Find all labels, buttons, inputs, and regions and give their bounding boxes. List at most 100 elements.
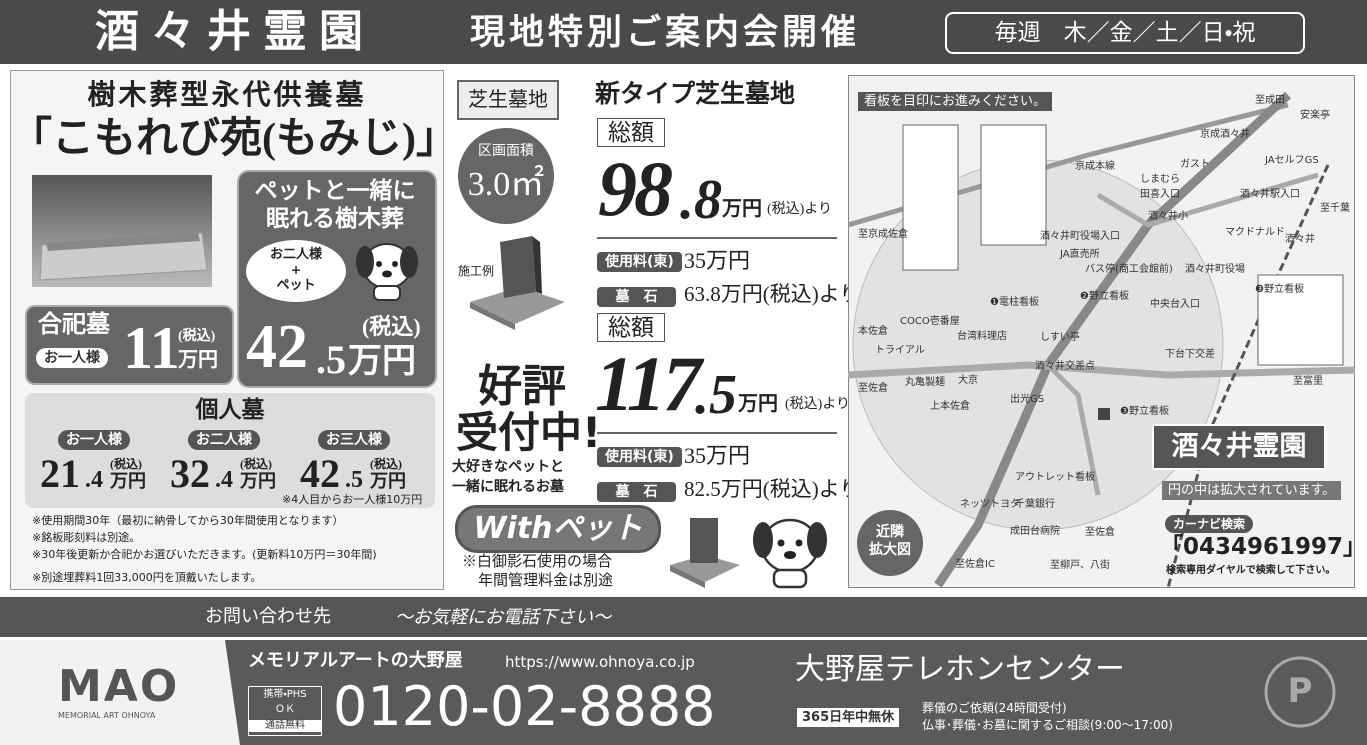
individual-note: ※4人目からお一人様10万円 xyxy=(282,493,423,506)
logo: MAO xyxy=(58,661,180,712)
pet-pet: ペット xyxy=(276,278,316,293)
plan-persons: お二人様 xyxy=(188,430,260,450)
plan-price: 42 xyxy=(300,451,340,496)
usage-label: 使用料(東) xyxy=(597,447,682,467)
map-label: 至千葉 xyxy=(1320,203,1350,214)
map-label: JAセルフGS xyxy=(1265,155,1319,166)
photo xyxy=(32,175,212,287)
pet-price: 42 xyxy=(246,313,308,381)
service-1: 葬儀のご依頼(24時間受付) xyxy=(922,701,1067,715)
phone: 0120-02-8888 xyxy=(333,675,716,738)
company: メモリアルアートの大野屋 xyxy=(248,650,463,671)
map-label: 至成田 xyxy=(1255,95,1285,106)
map-label: ガスト xyxy=(1180,159,1210,170)
popular-1: 好評 xyxy=(478,361,566,412)
joint-price: 11 xyxy=(123,315,180,381)
joint-label: 合祀墓 xyxy=(38,310,110,338)
product-name: 「こもれび苑(もみじ)」 xyxy=(10,116,458,162)
map-label: バス停(商工会館前) xyxy=(1085,264,1173,275)
product-heading: 樹木葬型永代供養墓 xyxy=(87,80,367,111)
map-label: 京成酒々井 xyxy=(1200,129,1250,140)
total-unit: 万円 xyxy=(722,198,762,220)
joint-box xyxy=(25,305,234,385)
map-label: 至柳戸、八街 xyxy=(1050,560,1110,571)
navi-note: 検索専用ダイヤルで検索して下さい。 xyxy=(1166,565,1336,576)
lawn-heading: 新タイプ芝生墓地 xyxy=(595,81,796,108)
phone-badge xyxy=(248,686,322,736)
contact-bar xyxy=(0,597,1367,637)
individual-title: 個人墓 xyxy=(195,397,265,422)
map-label: 下台下交差 xyxy=(1165,349,1215,360)
total-tax: (税込)より xyxy=(767,202,833,217)
map-label: 安楽亭 xyxy=(1300,110,1330,121)
total-label: 総額 xyxy=(597,313,665,342)
map-label: しすい亭 xyxy=(1040,332,1080,343)
tombstone xyxy=(470,236,565,330)
map-label: 至佐倉 xyxy=(1085,527,1115,538)
service-2: 仏事･葬儀･お墓に関するご相談(9:00〜17:00) xyxy=(922,718,1173,732)
total-price: 98 xyxy=(598,145,673,232)
dog-large xyxy=(753,518,827,589)
total-label: 総額 xyxy=(597,118,665,147)
map-label: 丸亀製麺 xyxy=(905,377,945,388)
header-title: 酒々井霊園 xyxy=(95,7,375,56)
usage-value: 35万円 xyxy=(684,248,751,273)
map-label: マクドナルド xyxy=(1225,227,1285,238)
total-unit: 万円 xyxy=(738,393,778,415)
badge-line: ＯＫ xyxy=(275,704,295,715)
map xyxy=(848,75,1355,588)
map-label: 酒々井小 xyxy=(1148,211,1188,222)
map-label: 酒々井 xyxy=(1285,234,1315,245)
plan-price: 21 xyxy=(40,451,80,496)
badge-line: 通話無料 xyxy=(249,720,321,732)
joint-persons: お一人様 xyxy=(36,348,108,368)
badge-line: 携帯・PHS xyxy=(263,689,307,700)
map-label: ネッツトヨタ xyxy=(960,499,1020,510)
note-2: 年間管理料金は別途 xyxy=(478,573,614,589)
open: 365日年中無休 xyxy=(797,708,900,727)
inset-2: 拡大図 xyxy=(869,542,911,558)
pet-line1: ペットと一緒に xyxy=(254,178,416,204)
pet-copy-1: 大好きなペットと xyxy=(452,459,564,475)
plan-unit: 万円 xyxy=(370,471,406,491)
map-label: ❸野立看板 xyxy=(1255,284,1304,295)
small-tombstone xyxy=(670,518,740,588)
total-price-decimal: .5 xyxy=(695,364,737,426)
with-pet: Withペット xyxy=(455,505,661,553)
plan-price-decimal: .4 xyxy=(215,467,233,493)
map-label: アウトレット看板 xyxy=(1015,472,1095,483)
logo-sub: MEMORIAL ART OHNOYA xyxy=(58,711,156,720)
total-price-decimal: .8 xyxy=(680,169,722,231)
map-label: 至富里 xyxy=(1293,376,1323,387)
map-label: 至佐倉 xyxy=(858,383,888,394)
pet-unit: 万円 xyxy=(348,343,416,380)
plan-price-decimal: .5 xyxy=(345,467,363,493)
map-label: COCO壱番屋 xyxy=(900,316,960,327)
map-label: 本佐倉 xyxy=(858,326,888,337)
stone-value: 82.5万円(税込)より xyxy=(684,477,861,501)
plan-persons: お三人様 xyxy=(318,430,390,450)
footer-bg: P xyxy=(0,640,1367,745)
map-label: 至京成佐倉 xyxy=(858,229,908,240)
map-label: しまむら xyxy=(1140,174,1180,185)
lawn-badge: 芝生墓地 xyxy=(457,80,559,120)
map-label: 酒々井町役場 xyxy=(1185,264,1245,275)
contact-tagline: 〜お気軽にお電話下さい〜 xyxy=(395,607,611,627)
map-label: 出光GS xyxy=(1010,394,1045,405)
area-circle xyxy=(458,128,554,224)
navi-number: 「0434961997」 xyxy=(1160,534,1367,560)
popular-2: 受付中! xyxy=(456,408,602,457)
note-1: ※白御影石使用の場合 xyxy=(462,554,613,570)
plan-price-decimal: .4 xyxy=(85,467,103,493)
pet-plus: + xyxy=(290,263,302,277)
svg-text:P: P xyxy=(1288,671,1313,711)
center: 大野屋テレホンセンター xyxy=(795,652,1125,687)
joint-unit: 万円 xyxy=(178,349,218,371)
map-label: 酒々井駅入口 xyxy=(1240,189,1300,200)
pet-copy-2: 一緒に眠れるお墓 xyxy=(452,479,564,495)
schedule: 毎週 木／金／土／日・祝 xyxy=(945,12,1305,54)
plan-unit: 万円 xyxy=(240,471,276,491)
navi-label: カーナビ検索 xyxy=(1165,515,1254,533)
url: https://www.ohnoya.co.jp xyxy=(505,653,695,671)
